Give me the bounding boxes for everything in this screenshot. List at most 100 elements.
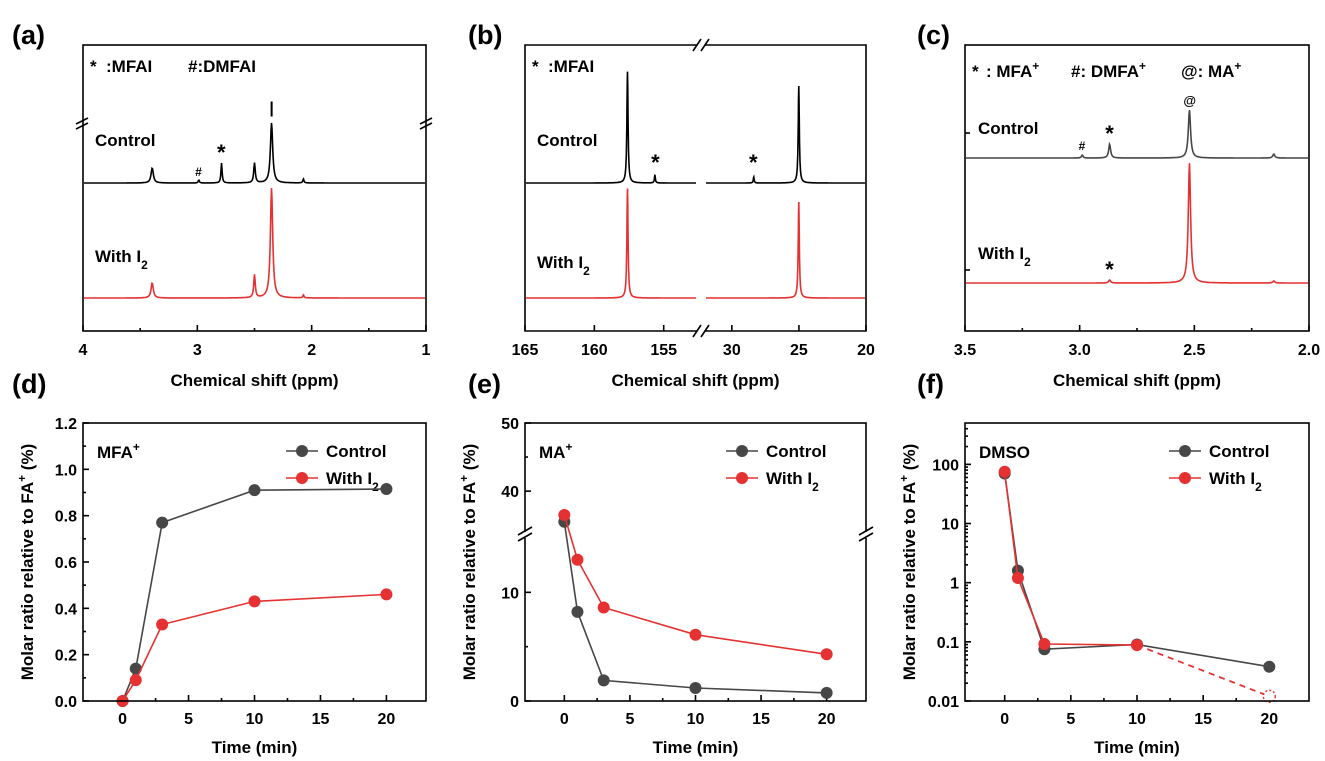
- panel-a-peak-mark-star: *: [217, 140, 226, 165]
- panel-c-label: (c): [917, 20, 950, 50]
- panel-f-ytick-label: 0.1: [937, 635, 959, 652]
- panel-a-xtick-label: 1: [422, 342, 431, 359]
- panel-e-xtick-label: 20: [818, 711, 836, 728]
- panel-c-xlabel: Chemical shift (ppm): [1053, 371, 1221, 390]
- panel-c-annotation-ma: @: MA+: [1181, 59, 1241, 81]
- panel-b-xtick-label: 25: [790, 342, 808, 359]
- panel-b-peak-mark-star-1: *: [651, 150, 660, 175]
- panel-f-xtick-label: 0: [1000, 711, 1009, 728]
- panel-a-xtick-label: 2: [307, 342, 316, 359]
- panel-e-series-control-point: [689, 681, 702, 694]
- panel-a-peak-mark-hash: #: [195, 165, 202, 179]
- panel-d-xtick-label: 0: [118, 711, 127, 728]
- panel-a-frame: [82, 44, 427, 332]
- panel-a-xlabel: Chemical shift (ppm): [170, 371, 338, 390]
- panel-c-withi2-peak-mark-star: *: [1105, 257, 1114, 282]
- panel-d-series-withi2-line: [121, 593, 387, 702]
- panel-f-series-withi2-point: [1131, 639, 1143, 652]
- panel-b-withi2-label: With I2: [537, 253, 590, 278]
- panel-a-withi2-spectrum: [84, 188, 425, 299]
- panel-f-series-control-point: [1263, 660, 1276, 673]
- panel-f-xtick-label: 10: [1128, 711, 1146, 728]
- panel-d-xlabel: Time (min): [212, 738, 298, 757]
- panel-f-series-withi2-point: [1038, 637, 1051, 650]
- panel-b-control-spectrum-right: [706, 85, 865, 184]
- panel-d-series-withi2-point: [156, 618, 169, 631]
- panel-d-series-withi2-point: [129, 674, 142, 687]
- panel-a-annotation-mfai: :MFAI: [106, 57, 152, 76]
- panel-c-annotation-mfa: : MFA+: [986, 59, 1039, 81]
- panel-a-withi2-label: With I2: [95, 247, 148, 272]
- panel-f-xlabel: Time (min): [1094, 738, 1180, 757]
- panel-b-control-label: Control: [537, 131, 597, 150]
- panel-a-peak-mark-bar: |: [269, 100, 273, 117]
- panel-d-series-control-point: [380, 483, 393, 496]
- panel-c-withi2-label: With I2: [978, 244, 1031, 269]
- panel-d-xtick-label: 20: [378, 711, 396, 728]
- panel-c-xtick-label: 3.5: [954, 342, 976, 359]
- panel-b-control-spectrum-left: [526, 71, 696, 184]
- panel-b-peak-mark-star-2: *: [749, 150, 758, 175]
- panel-b-frame-left: [524, 44, 697, 332]
- panel-c-frame: [964, 44, 1310, 332]
- panel-e-legend-control-label: Control: [766, 442, 826, 461]
- panel-d-ytick-label: 0.4: [55, 601, 77, 618]
- panel-e-series-withi2-point: [571, 553, 584, 566]
- panel-d-ytick-label: 1.0: [55, 462, 77, 479]
- panel-f-series-withi2-point: [1262, 689, 1277, 704]
- panel-d-series-withi2-point: [248, 595, 261, 608]
- panel-e-ytick-label: 40: [501, 484, 519, 501]
- panel-b-xtick-label: 30: [723, 342, 741, 359]
- panel-e-legend-control-marker: [736, 445, 748, 457]
- panel-e-series-withi2-point: [597, 601, 610, 614]
- panel-e-series-control-point: [571, 605, 584, 618]
- panel-b-withi2-spectrum-left: [526, 188, 696, 299]
- panel-e-break-right: [858, 526, 874, 542]
- panel-f-xtick-label: 15: [1194, 711, 1212, 728]
- panel-f-series-withi2-point: [998, 465, 1011, 478]
- panel-e-xtick-label: 15: [752, 711, 770, 728]
- panel-e-series-withi2-point: [689, 628, 702, 641]
- panel-e-xtick-label: 0: [560, 711, 569, 728]
- panel-d-label: (d): [12, 369, 46, 399]
- panel-c-annotation-star: *: [972, 62, 979, 81]
- panel-c-annotation-dmfa: #: DMFA+: [1071, 59, 1146, 81]
- panel-d-series-control-point: [248, 484, 261, 497]
- panel-b-break-top: [692, 38, 710, 52]
- panel-e-break-gap-left: [517, 532, 533, 538]
- panel-a-annotation-star: *: [90, 57, 97, 76]
- panel-e-break-left: [517, 526, 533, 542]
- panel-e-xtick-label: 5: [625, 711, 634, 728]
- panel-d-legend-control-marker: [296, 445, 308, 457]
- panel-d-xtick-label: 10: [246, 711, 264, 728]
- panel-d-frame: [82, 422, 427, 702]
- panel-e-frame: [524, 422, 867, 702]
- panel-f-series-control-line: [1003, 473, 1270, 668]
- panel-d-ytick-label: 0.0: [55, 694, 77, 711]
- panel-b-xtick-label: 155: [650, 342, 677, 359]
- panel-f-legend-withi2-label: With I2: [1209, 469, 1262, 494]
- panel-d-ytick-label: 0.2: [55, 648, 77, 665]
- panel-e-break-gap-right: [858, 532, 874, 538]
- panel-e-xlabel: Time (min): [653, 738, 739, 757]
- panel-c-xtick-label: 2.0: [1298, 342, 1320, 359]
- panel-f-frame: [964, 422, 1310, 702]
- panel-c-peak-mark-at: @: [1183, 93, 1196, 108]
- panel-f-label: (f): [917, 369, 944, 399]
- panel-e-legend-withi2-label: With I2: [766, 469, 819, 494]
- panel-d-xtick-label: 5: [184, 711, 193, 728]
- panel-b-xtick-label: 160: [581, 342, 608, 359]
- panel-f-legend-withi2-marker: [1179, 472, 1191, 484]
- panel-c-control-label: Control: [978, 119, 1038, 138]
- panel-b-xtick-label: 165: [512, 342, 539, 359]
- panel-b-withi2-spectrum-right: [706, 201, 865, 299]
- panel-e-inset-label: MA+: [539, 440, 572, 462]
- panel-f-ytick-label: 100: [932, 457, 959, 474]
- panel-e-ylabel: Molar ratio relative to FA+ (%): [457, 444, 479, 681]
- panel-f-series-withi2-line: [1003, 471, 1138, 646]
- panel-a-control-label: Control: [95, 131, 155, 150]
- panel-e-xtick-label: 10: [687, 711, 705, 728]
- panel-f-inset-label: DMSO: [979, 443, 1030, 462]
- panel-a-label: (a): [12, 20, 45, 50]
